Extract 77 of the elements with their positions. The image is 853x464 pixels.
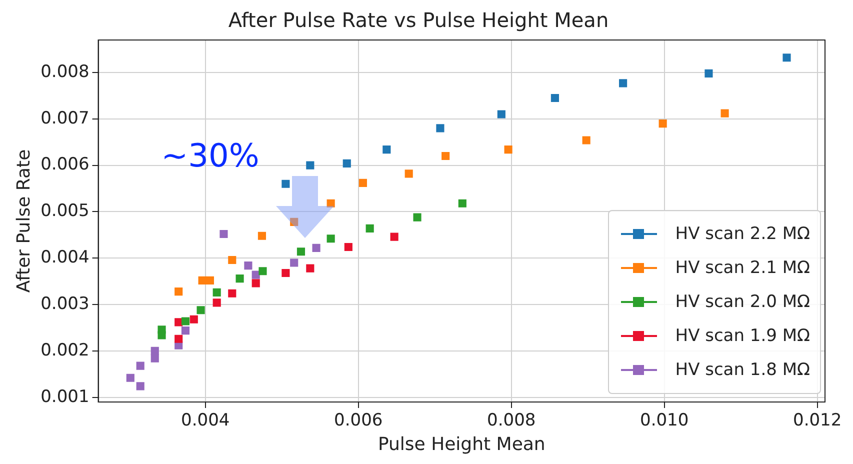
point <box>196 306 205 314</box>
point <box>150 346 159 355</box>
point <box>497 110 506 118</box>
point <box>252 270 260 279</box>
point <box>282 268 290 278</box>
point <box>342 159 351 168</box>
point <box>306 264 314 272</box>
point <box>296 248 306 256</box>
x-tick-label: 0.004 <box>181 410 230 431</box>
point <box>174 334 183 343</box>
point <box>404 170 413 178</box>
chart-title: After Pulse Rate vs Pulse Height Mean <box>228 8 609 32</box>
legend-label: HV scan 2.0 MΩ <box>675 292 810 312</box>
point <box>358 178 367 187</box>
point <box>782 54 791 62</box>
point <box>326 234 335 243</box>
point <box>198 276 206 284</box>
legend-label: HV scan 2.2 MΩ <box>675 224 810 244</box>
point <box>326 199 335 208</box>
point <box>181 326 190 335</box>
point <box>158 331 166 340</box>
legend-label: HV scan 2.1 MΩ <box>675 258 810 278</box>
point <box>382 145 391 154</box>
annotation: ~30% <box>161 136 260 174</box>
point <box>366 224 374 232</box>
y-tick-label: 0.002 <box>40 340 90 360</box>
y-tick-label: 0.007 <box>40 108 90 128</box>
point <box>619 79 628 88</box>
point <box>282 180 290 188</box>
point <box>174 288 183 296</box>
x-tick-label: 0.012 <box>793 410 842 431</box>
point <box>136 382 144 390</box>
point <box>236 274 244 283</box>
point <box>582 136 590 144</box>
point <box>550 94 559 102</box>
y-axis-title: After Pulse Rate <box>13 149 34 293</box>
point <box>206 276 214 284</box>
point <box>244 262 252 270</box>
point <box>212 288 221 297</box>
point <box>704 69 713 78</box>
point <box>436 124 444 132</box>
point <box>228 256 236 264</box>
x-tick-label: 0.006 <box>334 410 383 431</box>
point <box>720 109 729 118</box>
point <box>228 289 236 298</box>
point <box>658 120 667 128</box>
y-tick-label: 0.005 <box>40 201 90 222</box>
y-tick-label: 0.006 <box>40 154 90 175</box>
legend-label: HV scan 1.8 MΩ <box>675 360 810 380</box>
point <box>190 315 198 324</box>
point <box>258 232 266 240</box>
point <box>442 152 450 160</box>
point <box>458 199 466 208</box>
point <box>150 354 159 362</box>
point <box>504 145 512 154</box>
point <box>258 267 267 276</box>
point <box>181 317 190 326</box>
point <box>220 230 228 238</box>
point <box>136 362 144 370</box>
legend-label: HV scan 1.9 MΩ <box>675 326 810 346</box>
y-tick-label: 0.001 <box>40 386 90 407</box>
point <box>390 232 398 241</box>
x-axis-title: Pulse Height Mean <box>378 434 546 455</box>
point <box>212 298 221 307</box>
point <box>252 279 260 288</box>
point <box>290 258 298 267</box>
x-tick-label: 0.008 <box>487 410 536 431</box>
point <box>290 218 298 226</box>
point <box>306 161 314 170</box>
point <box>344 242 352 252</box>
y-tick-label: 0.003 <box>40 294 90 314</box>
point <box>413 213 422 222</box>
y-tick-label: 0.004 <box>40 248 90 268</box>
y-tick-label: 0.008 <box>40 62 90 82</box>
x-tick-label: 0.010 <box>640 410 689 431</box>
point <box>312 244 320 252</box>
point <box>126 374 134 382</box>
